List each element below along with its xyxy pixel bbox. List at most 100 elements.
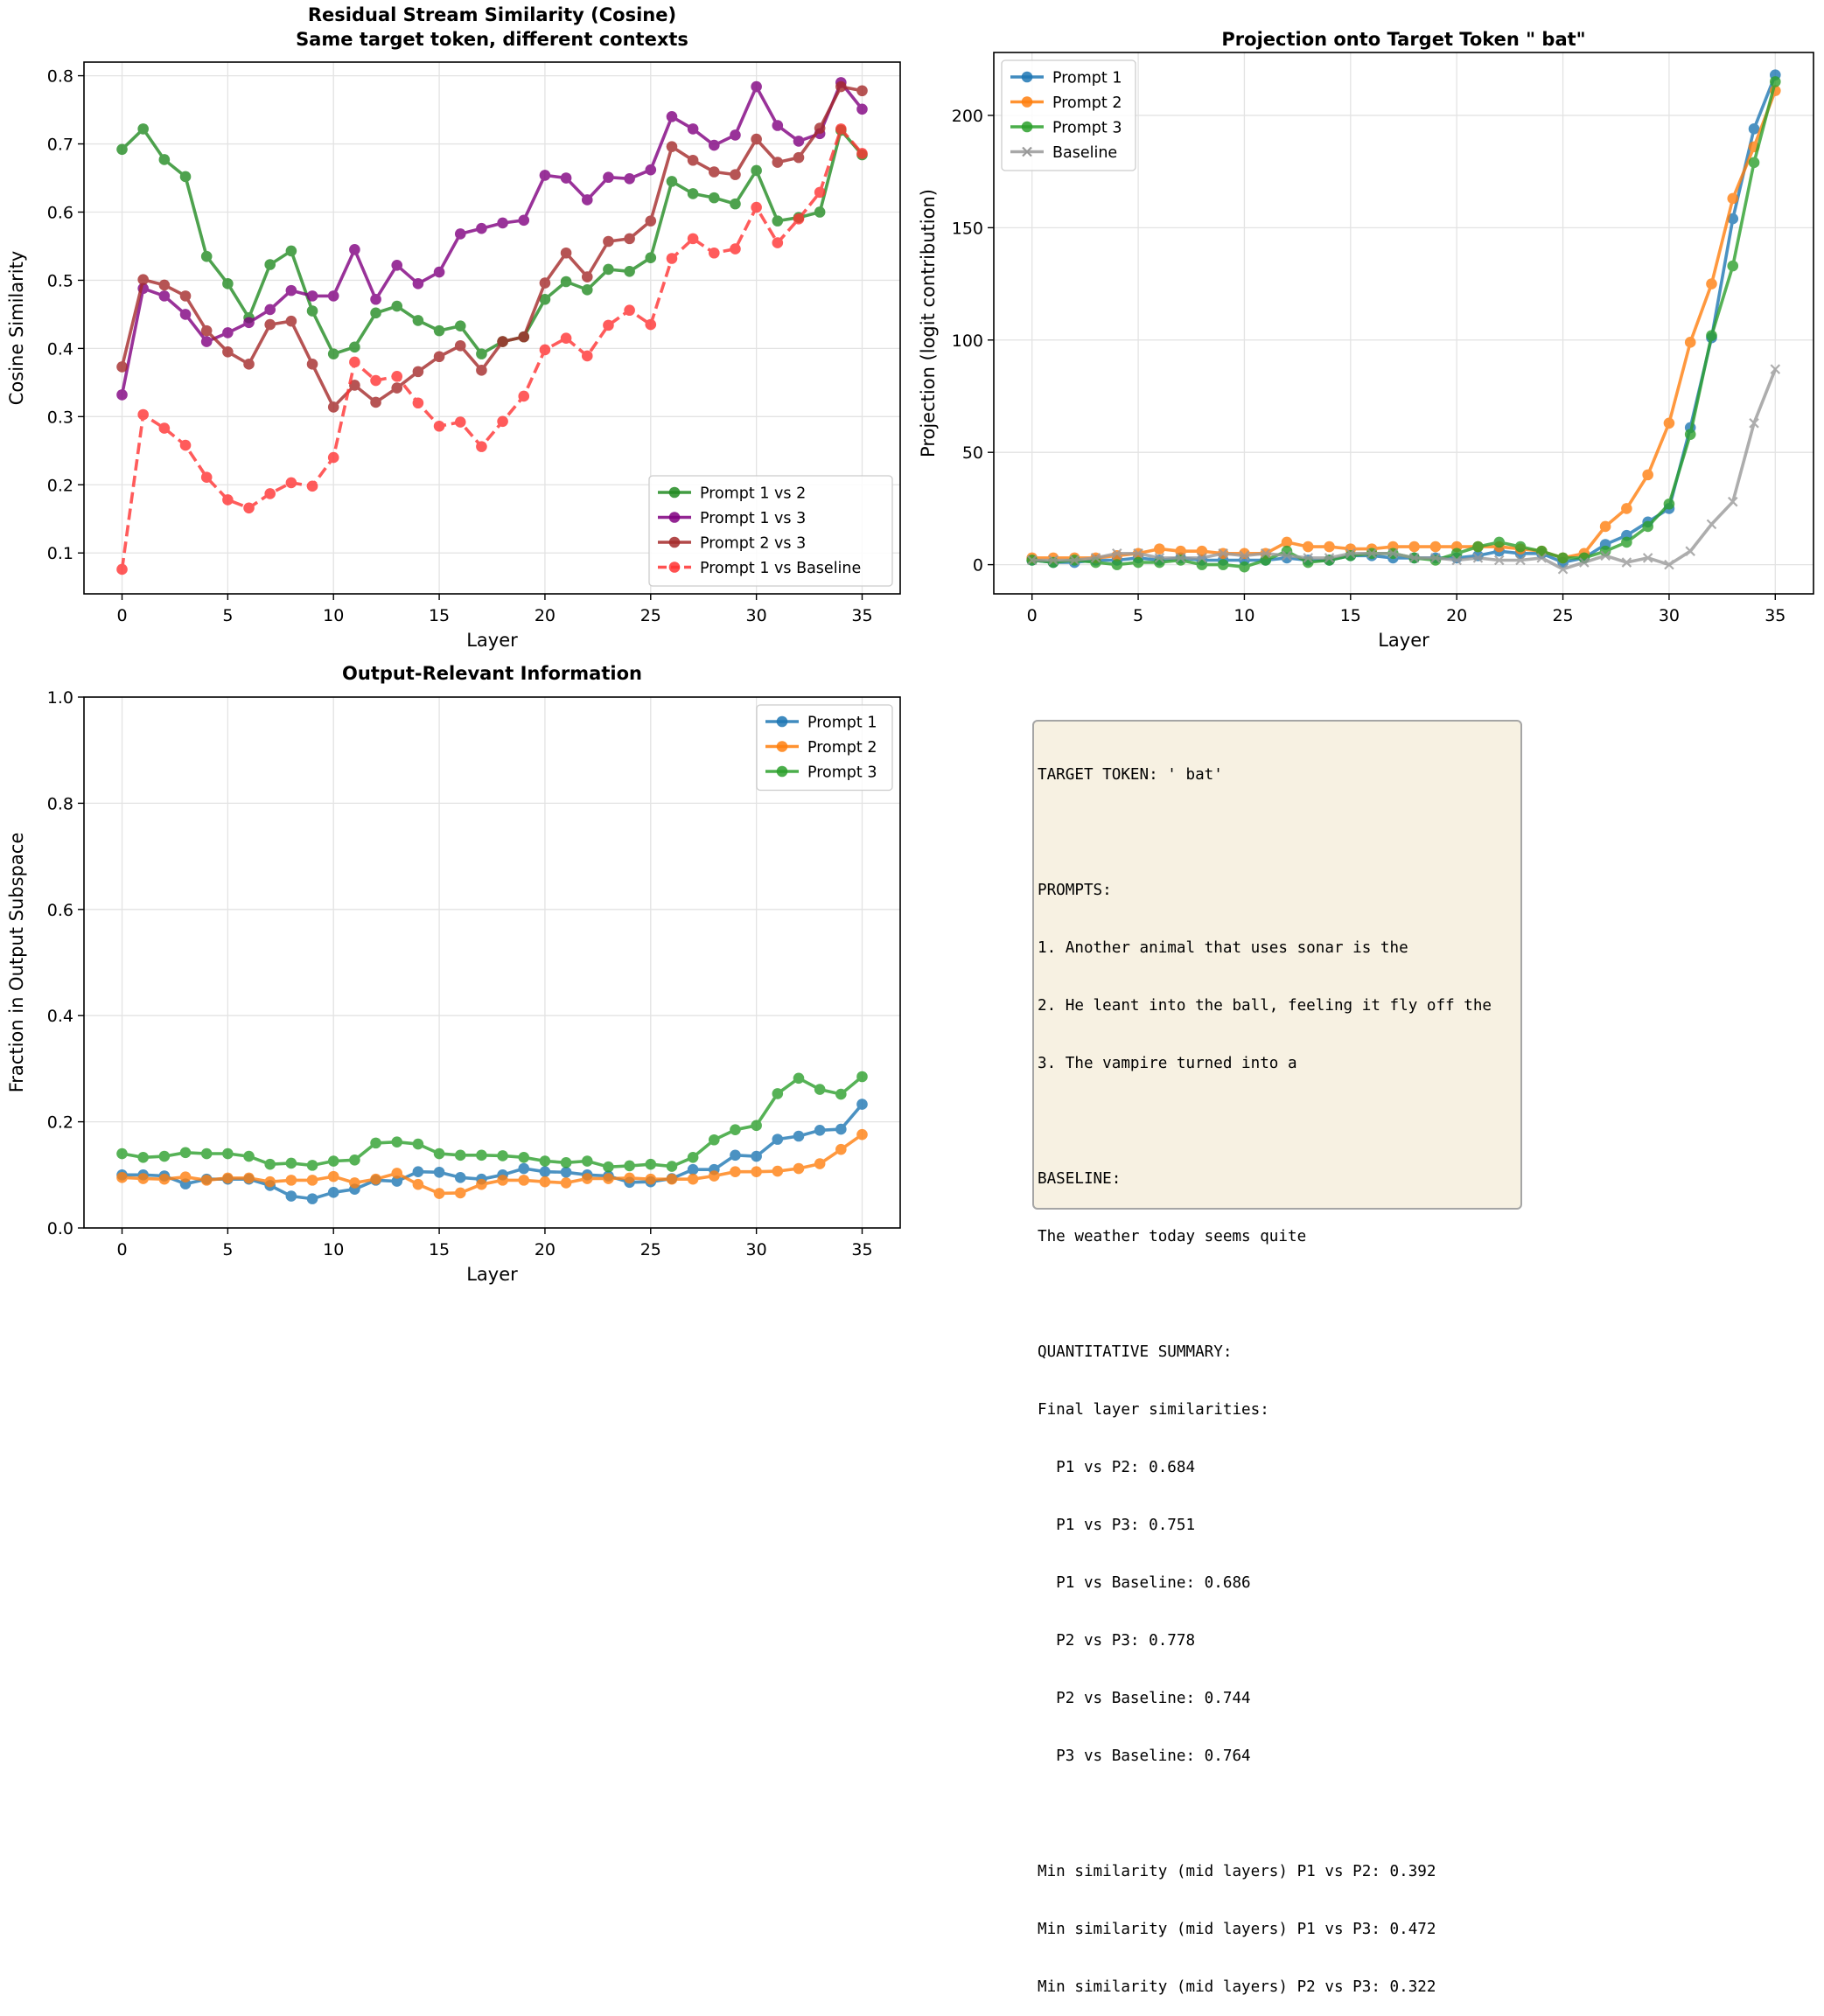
data-point [433,324,445,337]
data-point [158,1173,171,1185]
data-point [1133,548,1143,559]
data-point [539,293,551,305]
series-prompt-2 [116,1128,868,1199]
legend-label: Prompt 1 [807,715,877,732]
legend-item: Prompt 3 [765,764,877,782]
data-point [835,1143,847,1155]
legend-label: Prompt 1 vs 3 [700,510,806,527]
data-point [856,148,868,159]
data-point [518,331,530,343]
series-baseline [1026,364,1781,575]
legend: Prompt 1 Prompt 2 Prompt 3 [756,704,893,792]
series-line [120,127,863,570]
data-point [835,123,847,135]
x-tick-label: 0 [116,606,127,625]
summary-line: 2. He leant into the ball, feeling it fl… [1038,997,1492,1015]
data-point [1642,469,1653,481]
chart-panel-2: 0 5 10 15 20 25 30 35 0 50 100 150 200 Layer Projectio… [918,29,1814,651]
data-point [772,1088,784,1099]
chart-panel-3: 0 5 10 15 20 25 30 35 0.0 0.2 0.4 0.6 0.8 1.0 Layer Fra… [6,663,901,1285]
data-point [391,1136,403,1148]
data-point [730,1149,741,1161]
summary-line: P1 vs P2: 0.684 [1038,1459,1196,1476]
y-tick-label: 0.4 [47,1007,73,1026]
y-tick-label: 0.6 [47,203,73,222]
data-point [200,1175,213,1186]
data-point [624,1160,635,1172]
data-point [793,213,805,225]
summary-line [1038,1112,1520,1131]
data-point [1175,555,1186,566]
data-point [539,1166,551,1177]
data-point [349,1177,360,1189]
data-point [391,300,403,312]
summary-line [1038,1285,1520,1304]
x-tick-label: 20 [1446,606,1467,625]
data-point [730,198,741,210]
data-point [1770,76,1781,87]
data-point [539,1175,551,1188]
data-point [793,1072,805,1085]
series-prompt-2 [1026,85,1781,564]
series-prompt-3 [1026,76,1781,573]
data-point [624,172,635,185]
data-point [1111,559,1123,570]
data-point [518,1162,530,1175]
x-tick-label: 5 [1133,606,1143,625]
data-point [116,361,128,373]
data-point [581,194,593,206]
data-point [158,422,171,434]
data-point [1366,548,1377,559]
y-tick-label: 0.0 [47,1219,73,1238]
data-point [476,222,487,234]
data-point [1324,553,1335,563]
legend-label: Prompt 2 [807,739,877,757]
data-point [1345,548,1356,559]
data-point [708,139,720,151]
series-line [122,1133,863,1196]
data-point [412,1166,424,1177]
data-point [539,344,551,356]
data-point [137,123,149,135]
data-point [581,1173,593,1184]
data-point [751,1150,762,1162]
legend: Prompt 1 Prompt 2 Prompt 3 Baseline [1001,59,1136,171]
legend-label: Baseline [1052,144,1117,162]
data-point [730,169,741,180]
data-point [306,1175,318,1186]
data-point [666,111,678,122]
legend-marker [776,741,788,752]
data-point [1642,520,1653,533]
axes-frame [993,52,1814,595]
legend-marker [1021,96,1033,108]
data-point [835,1088,847,1100]
data-point [285,1157,297,1169]
x-tick-label: 10 [1233,606,1254,625]
data-point [179,290,192,302]
series-line [1031,90,1777,560]
data-point [433,1166,445,1178]
data-point [1090,553,1101,563]
data-point [835,1123,847,1135]
series-prompt-1-vs-baseline [116,123,868,576]
data-point [243,317,255,329]
data-point [116,1172,128,1183]
data-point [1621,557,1632,568]
data-point [730,129,741,141]
data-point [772,237,784,248]
legend-marker [776,715,788,728]
data-point [603,319,614,331]
data-point [1197,553,1207,563]
data-point [179,171,192,183]
data-point [581,350,593,362]
data-point [1218,548,1228,559]
data-point [1557,563,1569,575]
data-point [1748,123,1760,135]
data-point [391,1168,403,1179]
legend-item: Prompt 1 [1010,70,1122,87]
data-point [116,563,128,576]
data-point [1429,555,1442,566]
data-point [264,1175,276,1188]
x-tick-label: 35 [1765,606,1786,625]
series-prompt-1-vs-2 [116,123,868,359]
